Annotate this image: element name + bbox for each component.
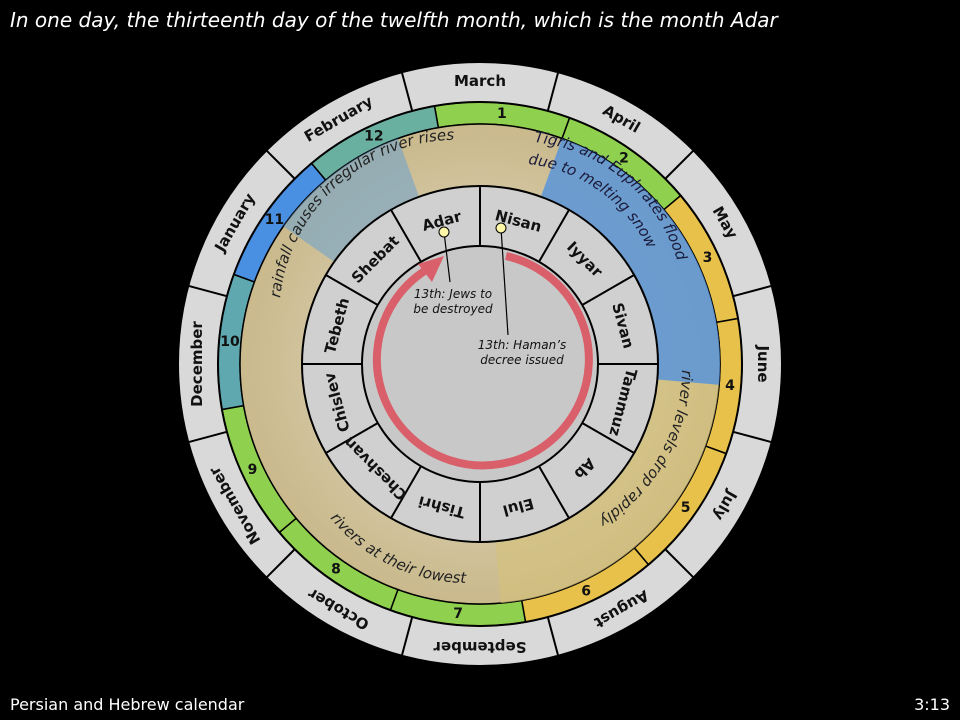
persian-month-number: 8 bbox=[331, 562, 341, 578]
persian-month-number: 4 bbox=[725, 378, 735, 394]
season-ring-border bbox=[217, 101, 743, 627]
gregorian-divider bbox=[400, 616, 414, 656]
footer-caption: Persian and Hebrew calendar bbox=[10, 695, 245, 714]
hebrew-divider bbox=[581, 274, 635, 306]
persian-month-number: 10 bbox=[220, 334, 240, 350]
adar-event-line1: 13th: Jews to bbox=[414, 287, 492, 301]
adar-event-line2: be destroyed bbox=[413, 302, 493, 316]
persian-month-number: 7 bbox=[453, 606, 463, 622]
hebrew-divider bbox=[390, 209, 422, 263]
nisan-event-line2: decree issued bbox=[480, 353, 564, 367]
adar-marker bbox=[438, 226, 450, 238]
persian-month-number: 2 bbox=[619, 150, 629, 166]
persian-month-number: 3 bbox=[703, 250, 713, 266]
arrow-head bbox=[418, 256, 444, 282]
hebrew-divider bbox=[538, 465, 570, 519]
gregorian-divider bbox=[188, 430, 228, 444]
gregorian-divider bbox=[265, 149, 296, 180]
gregorian-month-september: September bbox=[433, 638, 527, 656]
slide-title: In one day, the thirteenth day of the tw… bbox=[10, 8, 778, 32]
gregorian-divider bbox=[265, 548, 296, 579]
year-cycle-arrow bbox=[372, 252, 593, 470]
gregorian-month-december: December bbox=[188, 321, 206, 407]
gregorian-divider bbox=[664, 149, 695, 180]
persian-month-number: 5 bbox=[681, 500, 691, 516]
gregorian-divider bbox=[188, 284, 228, 298]
gregorian-divider bbox=[400, 72, 414, 112]
gregorian-month-june: June bbox=[754, 344, 772, 382]
hebrew-divider bbox=[325, 422, 379, 454]
center-disc bbox=[361, 245, 599, 483]
gregorian-divider bbox=[732, 430, 772, 444]
verse-reference: 3:13 bbox=[914, 695, 950, 714]
gregorian-divider bbox=[546, 616, 560, 656]
drop-zone bbox=[495, 379, 720, 604]
nisan-marker bbox=[495, 222, 507, 234]
nisan-pointer bbox=[500, 227, 509, 336]
persian-month-number: 6 bbox=[581, 583, 591, 599]
flood-zone bbox=[540, 138, 720, 385]
hebrew-divider bbox=[581, 422, 635, 454]
gregorian-divider bbox=[664, 548, 695, 579]
gregorian-divider bbox=[546, 72, 560, 112]
hebrew-divider bbox=[390, 465, 422, 519]
gregorian-month-march: March bbox=[454, 72, 506, 90]
nisan-event-line1: 13th: Haman’s bbox=[478, 338, 567, 352]
persian-month-number: 12 bbox=[364, 129, 383, 145]
hebrew-divider bbox=[325, 274, 379, 306]
hebrew-divider bbox=[538, 209, 570, 263]
rain-zone bbox=[283, 138, 420, 262]
adar-pointer bbox=[443, 231, 451, 283]
persian-month-number: 11 bbox=[265, 212, 284, 228]
persian-month-number: 1 bbox=[497, 106, 507, 122]
gregorian-divider bbox=[732, 284, 772, 298]
persian-month-number: 9 bbox=[248, 462, 258, 478]
